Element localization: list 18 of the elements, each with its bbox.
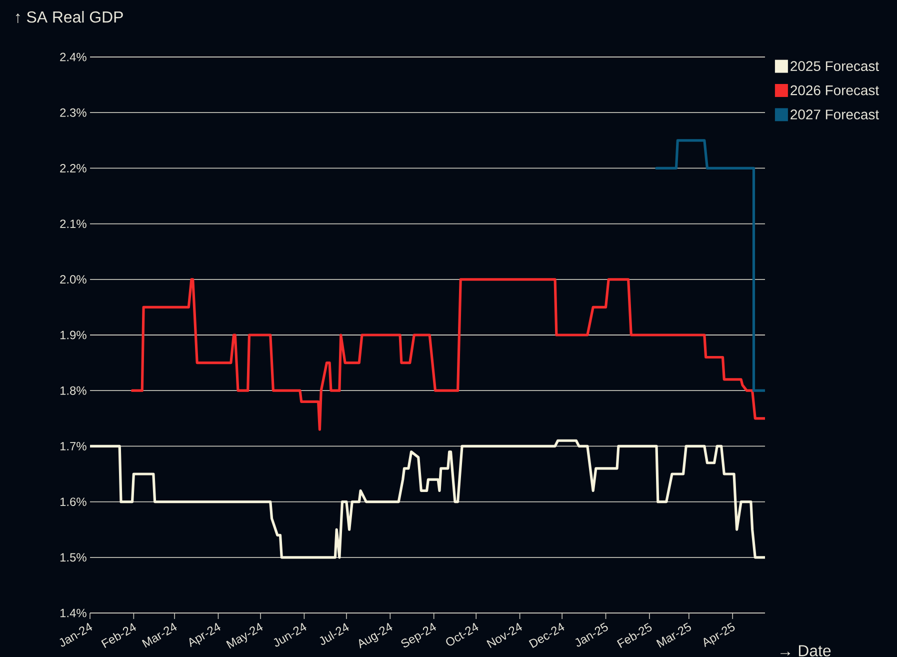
y-tick-label: 1.8% xyxy=(60,386,86,395)
y-tick-label: 2.2% xyxy=(60,164,86,172)
line-series xyxy=(90,439,766,559)
y-tick-label: 2.1% xyxy=(60,220,86,228)
y-tick-label: 1.7% xyxy=(60,442,86,450)
y-axis-title: ↑ SA Real GDP xyxy=(16,10,123,23)
legend-label: 2027 Forecast xyxy=(790,110,879,120)
y-tick-label: 1.5% xyxy=(60,553,86,562)
legend-label: 2026 Forecast xyxy=(790,85,879,96)
legend-label: 2025 Forecast xyxy=(790,61,879,72)
y-tick-label: 1.6% xyxy=(60,498,86,506)
line-series xyxy=(130,278,766,431)
x-axis-title: → Date xyxy=(780,645,831,656)
y-tick-label: 2.4% xyxy=(60,52,86,62)
y-tick-label: 1.9% xyxy=(60,330,86,340)
y-tick-label: 2.0% xyxy=(60,275,86,284)
y-tick-label: 1.4% xyxy=(60,608,86,618)
y-tick-label: 2.3% xyxy=(60,108,86,117)
